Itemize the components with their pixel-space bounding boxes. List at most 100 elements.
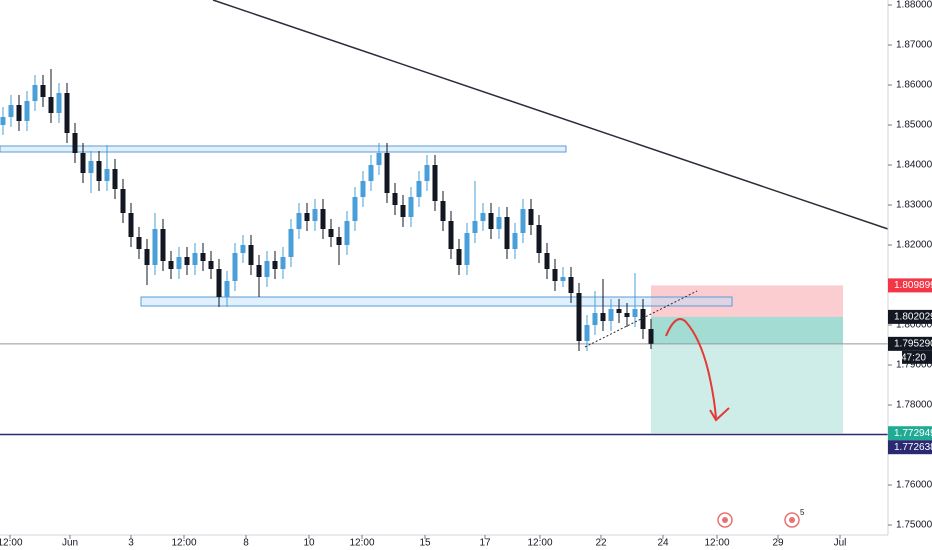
x-tick-label: 24 xyxy=(657,538,669,549)
trend-line xyxy=(584,290,698,348)
candle-body xyxy=(296,213,302,229)
candle-body xyxy=(336,237,342,245)
x-tick-label: 10 xyxy=(303,538,315,549)
x-tick-label: 15 xyxy=(419,538,431,549)
candle-body xyxy=(152,229,158,265)
candle-body xyxy=(64,93,70,133)
last-price-tag-bg xyxy=(888,336,932,351)
forecast-arrowhead xyxy=(709,407,730,422)
candle-body xyxy=(360,181,366,197)
x-tick-label: 12:00 xyxy=(171,538,196,549)
event-icon xyxy=(717,512,733,528)
level-price-tag: 1.772638 xyxy=(894,442,932,453)
candle-body xyxy=(640,309,646,329)
candle-body xyxy=(120,189,126,213)
candle-body xyxy=(320,209,326,229)
x-tick-label: 3 xyxy=(128,538,134,549)
candle-body xyxy=(440,201,446,221)
candle-body xyxy=(24,101,30,121)
candle-body xyxy=(216,269,222,297)
candle-body xyxy=(160,229,166,261)
last-price-tag: 1.795290 xyxy=(894,338,932,349)
x-tick-label: 8 xyxy=(243,538,249,549)
candle-body xyxy=(408,197,414,217)
candle-body xyxy=(208,261,214,269)
candle-body xyxy=(512,233,518,249)
candle-body xyxy=(280,257,286,269)
candle-body xyxy=(256,265,262,277)
candle-body xyxy=(624,313,630,317)
candle-body xyxy=(352,197,358,221)
y-tick-label: 1.840000 xyxy=(896,160,932,171)
candle-body xyxy=(416,181,422,197)
x-tick-label: 12:00 xyxy=(527,538,552,549)
candle-body xyxy=(432,165,438,201)
candle-body xyxy=(224,281,230,297)
target-price-tag-bg xyxy=(888,426,932,441)
candle-body xyxy=(272,261,278,269)
candle-body xyxy=(552,269,558,281)
candle-body xyxy=(344,221,350,245)
stop-price-tag-bg xyxy=(888,278,932,293)
candle-body xyxy=(592,313,598,325)
candle-body xyxy=(584,325,590,341)
candle-body xyxy=(544,253,550,269)
x-tick-label: 12:00 xyxy=(0,538,23,549)
candle-body xyxy=(392,193,398,205)
candle-body xyxy=(600,313,606,321)
candle-body xyxy=(448,221,454,249)
candle-body xyxy=(616,309,622,313)
candle-body xyxy=(192,253,198,265)
candle-body xyxy=(304,213,310,221)
candle-body xyxy=(128,213,134,237)
candle-body xyxy=(560,277,566,281)
candle-body xyxy=(232,253,238,281)
y-tick-label: 1.870000 xyxy=(896,40,932,51)
y-tick-label: 1.820000 xyxy=(896,240,932,251)
candle-body xyxy=(0,117,6,125)
x-tick-label: Jun xyxy=(62,538,78,549)
y-tick-label: 1.790000 xyxy=(896,360,932,371)
candle-body xyxy=(368,165,374,181)
x-tick-label: 12:00 xyxy=(704,538,729,549)
x-tick-label: Jul xyxy=(834,538,847,549)
level-price-tag-bg xyxy=(888,440,932,455)
candle-body xyxy=(136,237,142,249)
stop-zone xyxy=(651,285,843,317)
candle-body xyxy=(464,233,470,265)
countdown-bg xyxy=(902,350,932,364)
candle-body xyxy=(16,105,22,121)
target-zone-strong xyxy=(651,316,843,344)
candle-body xyxy=(80,153,86,173)
candle-body xyxy=(104,169,110,181)
x-tick-label: 17 xyxy=(479,538,491,549)
y-tick-label: 1.800000 xyxy=(896,320,932,331)
event-icon: 5 xyxy=(784,508,805,528)
candle-body xyxy=(264,261,270,277)
candle-body xyxy=(88,161,94,173)
candle-body xyxy=(176,257,182,269)
candle-body xyxy=(608,309,614,321)
x-tick-label: 22 xyxy=(595,538,607,549)
candle-body xyxy=(632,309,638,317)
candle-body xyxy=(32,85,38,101)
candle-body xyxy=(568,277,574,293)
candle-body xyxy=(144,249,150,265)
countdown: 47:20 xyxy=(901,352,926,363)
y-tick-label: 1.780000 xyxy=(896,400,932,411)
event-count: 5 xyxy=(800,508,805,517)
candle-body xyxy=(328,229,334,237)
candle-body xyxy=(96,161,102,181)
candle-body xyxy=(576,293,582,341)
candle-body xyxy=(384,153,390,193)
y-tick-label: 1.830000 xyxy=(896,200,932,211)
candle-body xyxy=(488,213,494,229)
candle-body xyxy=(480,213,486,221)
candle-body xyxy=(240,245,246,253)
candle-body xyxy=(536,225,542,253)
entry-price-tag: 1.802029 xyxy=(894,312,932,323)
y-tick-label: 1.850000 xyxy=(896,120,932,131)
entry-price-tag-bg xyxy=(888,309,932,324)
candle-body xyxy=(184,257,190,265)
